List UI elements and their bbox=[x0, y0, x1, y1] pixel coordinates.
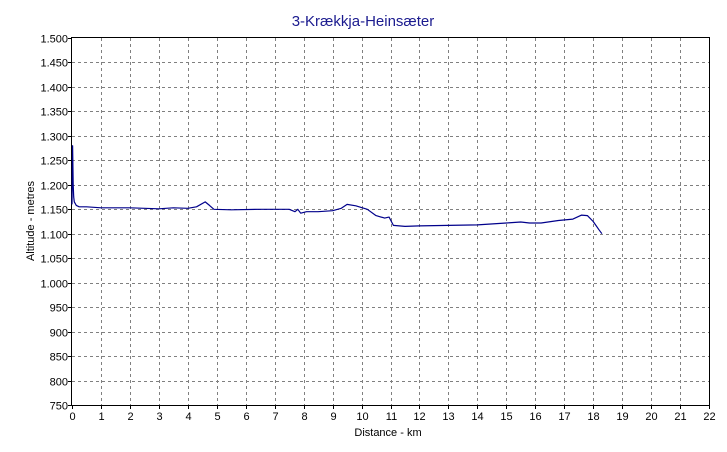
x-tick-label: 2 bbox=[127, 411, 133, 423]
y-tick-label: 1.000 bbox=[40, 279, 68, 291]
y-tick-label: 1.050 bbox=[40, 254, 68, 266]
y-axis-label: Altitude - metres bbox=[25, 180, 37, 261]
y-tick-label: 1.250 bbox=[40, 156, 68, 168]
gridlines bbox=[72, 38, 709, 405]
x-tick-label: 3 bbox=[156, 411, 162, 423]
x-tick-label: 0 bbox=[69, 411, 75, 423]
x-tick-label: 4 bbox=[185, 411, 191, 423]
x-tick-label: 10 bbox=[356, 411, 368, 423]
x-tick-label: 5 bbox=[214, 411, 220, 423]
y-tick-labels: 1.500 1.450 1.400 1.350 1.300 1.250 1.200 1.150… bbox=[40, 34, 68, 413]
chart-title: 3-Krækkja-Heinsæter bbox=[292, 13, 435, 30]
plot-area bbox=[71, 37, 710, 406]
axis-ticks bbox=[68, 38, 710, 409]
y-tick-label: 850 bbox=[50, 352, 68, 364]
x-tick-label: 11 bbox=[386, 411, 397, 423]
x-tick-label: 18 bbox=[587, 411, 599, 423]
x-tick-label: 9 bbox=[330, 411, 336, 423]
x-tick-label: 8 bbox=[301, 411, 307, 423]
x-tick-label: 1 bbox=[98, 411, 104, 423]
series-group bbox=[71, 145, 603, 235]
y-tick-label: 1.400 bbox=[40, 83, 68, 95]
y-tick-label: 1.300 bbox=[40, 132, 68, 144]
x-tick-label: 6 bbox=[243, 411, 249, 423]
y-tick-label: 1.200 bbox=[40, 181, 68, 193]
x-tick-label: 22 bbox=[703, 411, 715, 423]
x-tick-label: 16 bbox=[529, 411, 541, 423]
y-tick-label: 1.450 bbox=[40, 58, 68, 70]
y-tick-label: 1.500 bbox=[40, 34, 68, 46]
x-tick-label: 19 bbox=[616, 411, 628, 423]
x-tick-label: 17 bbox=[558, 411, 570, 423]
altitude-series-line bbox=[71, 145, 603, 235]
y-tick-label: 1.350 bbox=[40, 107, 68, 119]
y-tick-label: 1.150 bbox=[40, 205, 68, 217]
x-tick-label: 7 bbox=[272, 411, 278, 423]
x-tick-label: 14 bbox=[471, 411, 483, 423]
x-tick-labels: 0 1 2 3 4 5 6 7 8 9 10 11 12 13 14 15 16 17 18 19 20 21 22 bbox=[69, 411, 715, 423]
x-axis-label: Distance - km bbox=[354, 427, 421, 439]
y-tick-label: 950 bbox=[50, 303, 68, 315]
x-tick-label: 15 bbox=[500, 411, 512, 423]
x-tick-label: 13 bbox=[442, 411, 454, 423]
x-tick-label: 20 bbox=[645, 411, 657, 423]
y-tick-label: 1.100 bbox=[40, 230, 68, 242]
y-tick-label: 900 bbox=[50, 328, 68, 340]
x-tick-label: 12 bbox=[413, 411, 425, 423]
y-tick-label: 750 bbox=[50, 401, 68, 413]
x-tick-label: 21 bbox=[674, 411, 686, 423]
y-tick-label: 800 bbox=[50, 377, 68, 389]
